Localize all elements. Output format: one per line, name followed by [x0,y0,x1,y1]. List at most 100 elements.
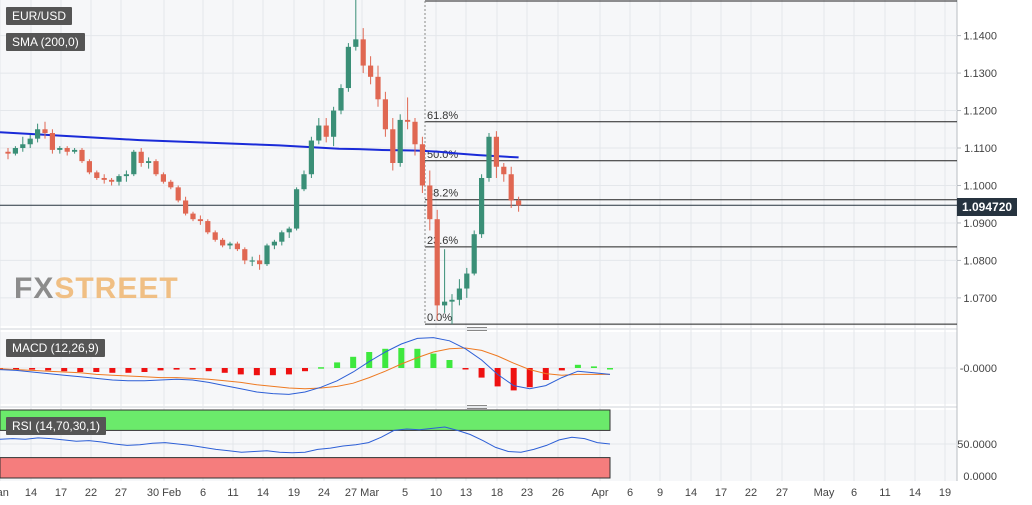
y-tick-label: 1.0800 [963,255,997,267]
x-tick-label: 30 Feb [147,487,181,499]
fxstreet-logo: FXSTREET [14,272,179,306]
candle-body [516,200,522,206]
candle-body [160,174,166,182]
macd-histogram-bar [189,368,196,370]
x-tick-label: 11 [227,487,238,499]
candle-body [138,151,144,163]
macd-histogram-bar [574,364,581,368]
candle-body [109,179,115,182]
rsi-panel [0,409,957,479]
x-tick-label: 10 [430,487,442,499]
macd-histogram-bar [590,366,597,368]
macd-histogram-bar [173,368,180,370]
macd-histogram-bar [398,348,405,368]
candle-body [86,161,92,173]
candle-body [64,148,70,152]
macd-histogram-bar [430,353,437,368]
candle-body [116,176,122,182]
candle-body [257,260,263,265]
candle-body [227,243,233,246]
candle-body [27,138,33,145]
macd-line [0,337,611,395]
candle-body [449,299,455,302]
y-tick-label: 1.1400 [963,31,997,43]
macd-signal-line [0,347,610,390]
x-tick-label: 22 [85,487,97,499]
fib-level-label: 23.6% [427,235,458,247]
candle-body [419,144,425,186]
macd-histogram-bar [269,368,276,376]
candle-body [338,88,344,111]
candle-body [479,177,485,235]
candle-body [456,288,462,300]
x-tick-label: 17 [715,487,727,499]
macd-histogram-bar [334,362,341,368]
candle-body [12,148,18,154]
candle-body [101,177,107,180]
macd-histogram-bar [61,368,68,372]
rsi-overbought-zone [0,409,611,431]
macd-histogram-bar [29,368,36,370]
x-tick-label: Apr [591,487,608,499]
candle-body [331,110,337,137]
candle-body [301,174,307,190]
x-tick-label: 27 Mar [345,487,380,499]
candle-body [57,148,63,150]
sma-200-line [0,131,519,159]
macd-histogram-bar [13,368,20,370]
candle-body [190,213,196,220]
candle-body [42,129,48,134]
x-tick-label: 5 [402,487,408,499]
symbol-label: EUR/USD [6,7,73,25]
candle-body [486,136,492,178]
candle-body [286,228,292,233]
x-tick-label: 13 [460,487,472,499]
macd-histogram-bar [237,368,244,375]
rsi-label: RSI (14,70,30,1) [6,417,107,435]
macd-histogram-bar [302,368,308,372]
macd-histogram-bar [446,360,453,368]
candle-body [264,245,270,265]
candle-body [493,136,499,167]
candle-body [323,125,329,137]
candle-body [405,119,411,122]
x-tick-label: 14 [909,487,921,499]
sma-label: SMA (200,0) [6,33,85,51]
macd-histogram-bar [253,368,260,376]
macd-panel [0,337,613,395]
macd-histogram-bar [510,368,517,391]
candle-body [382,99,388,130]
rsi-y-tick-label: 50.0000 [957,439,997,451]
price-panel-bg [0,0,957,326]
candle-body [79,149,85,162]
candle-body [131,151,137,175]
candle-body [49,133,55,150]
candle-body [249,260,255,262]
macd-histogram-bar [285,368,292,375]
x-tick-label: 27 [776,487,788,499]
candle-body [390,129,396,163]
candle-body [20,144,26,149]
macd-histogram-bar [141,368,148,372]
y-tick-label: 1.0900 [963,218,997,230]
macd-histogram-bar [109,368,116,373]
macd-histogram-bar [318,367,325,369]
y-tick-label: 1.1100 [964,143,997,155]
macd-histogram-bar [382,348,389,368]
candle-body [368,65,374,77]
candle-body [242,249,248,261]
candle-body [412,121,418,145]
logo-fx: FX [14,272,55,305]
x-tick-label: 26 [552,487,564,499]
x-tick-label: 22 [745,487,757,499]
x-tick-label: 19 [939,487,951,499]
x-tick-label: 11 [879,487,890,499]
y-tick-label: 1.1200 [963,106,997,118]
candle-body [94,172,100,178]
macd-histogram-bar [607,368,613,370]
macd-histogram-bar [125,368,132,373]
candle-body [5,151,11,154]
candle-body [316,125,322,141]
macd-histogram-bar [221,368,228,373]
